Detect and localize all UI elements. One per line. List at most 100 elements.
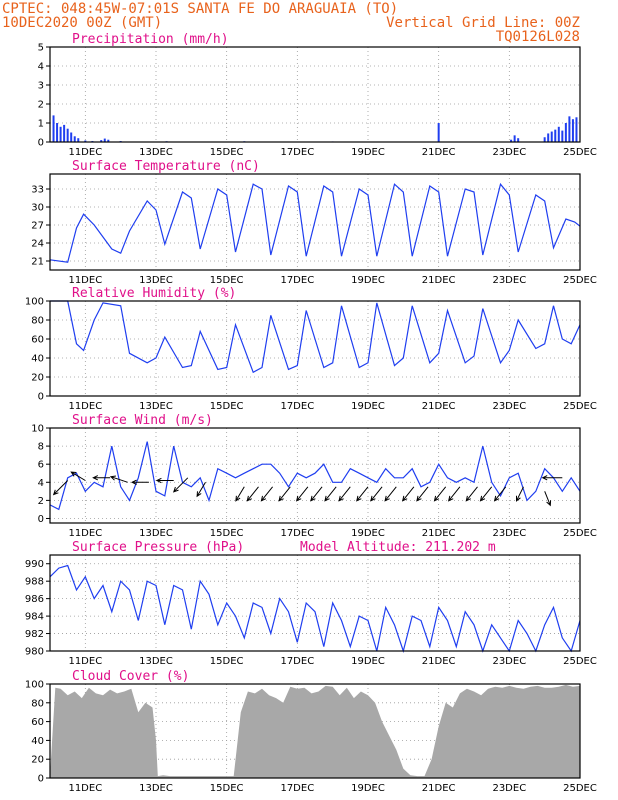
wind-vector-arrow (356, 486, 369, 502)
wind-vector-arrow (384, 486, 397, 502)
y-tick-label: 980 (25, 647, 44, 658)
panel-frame (49, 683, 581, 779)
panel-cloud: 0 20 40 60 80 100 11DEC 13DEC 15DEC 17DEC 19DEC 21D… (25, 669, 597, 794)
y-tick-label: 80 (31, 316, 44, 327)
precip-bar (84, 140, 87, 142)
header-model: TQ0126L028 (496, 29, 580, 45)
wind-vector-arrow (338, 486, 351, 502)
wind-vector-arrow (155, 477, 174, 484)
y-tick-label: 33 (31, 185, 44, 196)
x-tick-label: 23DEC (492, 656, 526, 667)
panel-title: Surface Pressure (hPa) (72, 540, 244, 555)
x-tick-label: 23DEC (492, 528, 526, 539)
y-tick-label: 27 (31, 221, 44, 232)
panel-temp: 21 24 27 30 33 11DEC 13DEC 15DEC 17DEC 19DEC 21DEC… (31, 159, 597, 286)
y-tick-label: 6 (38, 460, 44, 471)
wind-vector-arrow (447, 486, 461, 502)
y-tick-label: 20 (31, 755, 44, 766)
panel-frame (49, 300, 581, 397)
wind-vector-arrow (70, 471, 86, 481)
precip-bar (517, 138, 520, 142)
x-tick-label: 21DEC (422, 783, 456, 794)
y-tick-label: 100 (25, 680, 44, 691)
x-tick-label: 15DEC (210, 147, 244, 158)
panel-title: Cloud Cover (%) (72, 669, 189, 684)
precip-bar (575, 117, 578, 142)
x-tick-label: 17DEC (280, 528, 314, 539)
y-tick-label: 2 (38, 496, 44, 507)
precip-bar (568, 116, 571, 142)
x-tick-label: 23DEC (492, 401, 526, 412)
y-tick-label: 990 (25, 559, 44, 570)
wind-vector-arrow (401, 486, 415, 502)
x-tick-label: 21DEC (422, 275, 456, 286)
precip-bar (100, 140, 103, 142)
panel-frame (49, 554, 581, 652)
header-location: CPTEC: 048:45W-07:01S SANTA FE DO ARAGUA… (2, 1, 398, 17)
wind-vector-arrow (465, 486, 478, 502)
x-tick-label: 21DEC (422, 528, 456, 539)
x-tick-label: 13DEC (139, 656, 173, 667)
x-tick-label: 11DEC (68, 401, 102, 412)
x-tick-label: 17DEC (280, 147, 314, 158)
y-tick-label: 2 (38, 100, 44, 111)
panel-wind: 0 2 4 6 8 10 11DEC 13DEC 15DEC 17DEC 19DEC 21DEC 23D… (31, 413, 597, 539)
x-tick-label: 17DEC (280, 401, 314, 412)
y-tick-label: 40 (31, 736, 44, 747)
x-tick-label: 19DEC (351, 656, 385, 667)
precip-bar (70, 132, 73, 142)
precip-bar (107, 139, 110, 142)
wind-vector-arrow (295, 486, 309, 502)
precip-bar (437, 123, 440, 142)
precip-bar (554, 129, 557, 142)
x-tick-label: 21DEC (422, 656, 456, 667)
x-tick-label: 11DEC (68, 147, 102, 158)
wind-vector-arrow (479, 486, 493, 502)
panel-title: Relative Humidity (%) (72, 286, 236, 301)
precip-bar (513, 135, 516, 142)
y-tick-label: 4 (38, 478, 44, 489)
y-tick-label: 8 (38, 442, 44, 453)
precip-bar (73, 136, 76, 142)
x-tick-label: 25DEC (563, 656, 597, 667)
wind-vector-arrow (541, 475, 563, 481)
precip-bar (547, 133, 550, 142)
panels: 0 1 2 3 4 5 11DEC 13DEC 15DEC 17DEC 19DEC 21DEC 23DE… (25, 32, 597, 794)
wind-vector-arrow (310, 486, 323, 502)
x-tick-label: 13DEC (139, 401, 173, 412)
x-tick-label: 13DEC (139, 147, 173, 158)
y-tick-label: 10 (31, 424, 44, 435)
wind-vector-arrow (196, 482, 206, 498)
y-tick-label: 5 (38, 43, 44, 54)
panel-frame (49, 173, 581, 271)
x-tick-label: 19DEC (351, 401, 385, 412)
precip-bar (63, 124, 66, 142)
wind-vector-arrow (516, 486, 524, 502)
wind-vector-arrow (416, 486, 429, 502)
y-tick-label: 80 (31, 698, 44, 709)
wind-vector-arrow (109, 475, 128, 483)
pressure-series-line (49, 564, 581, 654)
y-tick-label: 986 (25, 594, 44, 605)
wind-vector-arrow (130, 479, 149, 485)
precip-bar (557, 126, 560, 142)
panel-pressure: 980 982 984 986 988 990 11DEC 13DEC 15DEC 17DEC 19… (25, 540, 597, 667)
y-tick-label: 20 (31, 373, 44, 384)
x-tick-label: 23DEC (492, 147, 526, 158)
wind-series-line (49, 441, 581, 511)
x-tick-label: 25DEC (563, 147, 597, 158)
precip-bar (571, 119, 574, 142)
precip-bar (564, 123, 567, 142)
x-tick-label: 15DEC (210, 783, 244, 794)
wind-vector-arrow (544, 491, 552, 507)
y-tick-label: 988 (25, 577, 44, 588)
panel-title: Surface Wind (m/s) (72, 413, 213, 428)
x-tick-label: 15DEC (210, 401, 244, 412)
wind-vector-arrow (235, 486, 245, 502)
wind-vector-arrow (92, 475, 111, 481)
rh-series-line (50, 300, 581, 374)
wind-vector-arrow (260, 486, 273, 502)
precip-bar (510, 139, 513, 142)
precip-bar (550, 131, 553, 142)
